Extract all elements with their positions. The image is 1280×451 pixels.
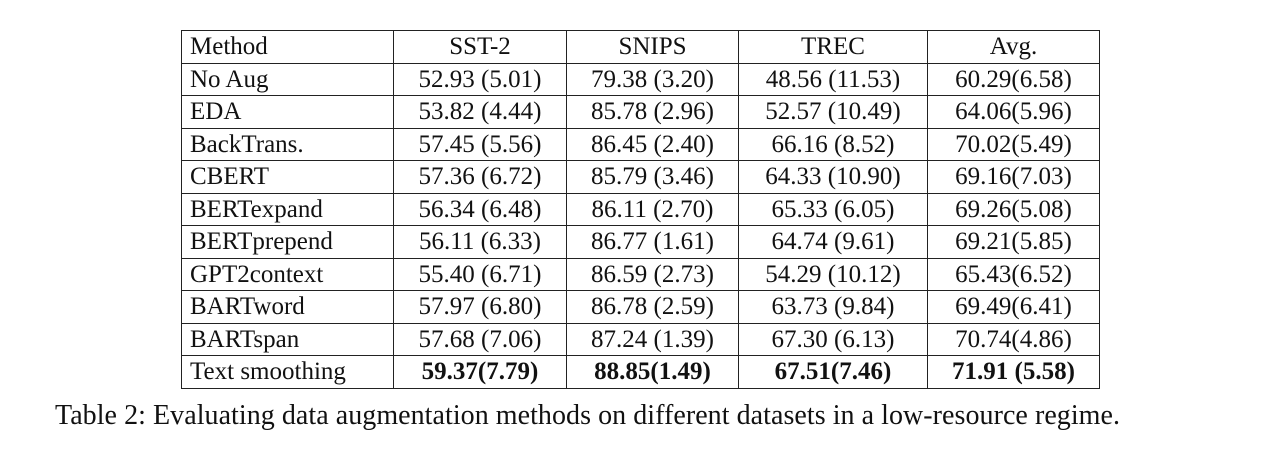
cell-trec: 64.33 (10.90): [738, 160, 928, 194]
table-row: BARTspan 57.68 (7.06) 87.24 (1.39) 67.30 (6…: [181, 323, 1100, 356]
cell-sst2: 53.82 (4.44): [393, 95, 567, 129]
cell-sst2: 57.97 (6.80): [393, 290, 567, 324]
header-snips: SNIPS: [566, 30, 739, 64]
table-row: BARTword 57.97 (6.80) 86.78 (2.59) 63.73 (9…: [181, 290, 1100, 324]
cell-method: Text smoothing: [181, 355, 394, 389]
cell-method: BARTword: [181, 290, 394, 324]
table-row: EDA 53.82 (4.44) 85.78 (2.96) 52.57 (10.49)…: [181, 95, 1100, 129]
cell-sst2: 56.34 (6.48): [393, 193, 567, 226]
cell-snips: 79.38 (3.20): [566, 63, 739, 96]
cell-method: BERTexpand: [181, 193, 394, 226]
table-row: BERTexpand 56.34 (6.48) 86.11 (2.70) 65.33 …: [181, 193, 1100, 226]
table-body: No Aug 52.93 (5.01) 79.38 (3.20) 48.56 (11.…: [181, 63, 1100, 389]
cell-trec: 52.57 (10.49): [738, 95, 928, 129]
cell-avg: 64.06(5.96): [927, 95, 1100, 129]
cell-trec: 63.73 (9.84): [738, 290, 928, 324]
cell-sst2: 56.11 (6.33): [393, 225, 567, 259]
cell-trec: 67.51(7.46): [738, 355, 928, 389]
cell-snips: 87.24 (1.39): [566, 323, 739, 356]
cell-avg: 70.02(5.49): [927, 128, 1100, 161]
cell-snips: 86.77 (1.61): [566, 225, 739, 259]
cell-avg: 69.21(5.85): [927, 225, 1100, 259]
results-table-container: Method SST-2 SNIPS TREC Avg. No Aug 52.93…: [181, 30, 1100, 389]
cell-avg: 69.16(7.03): [927, 160, 1100, 194]
cell-sst2: 57.68 (7.06): [393, 323, 567, 356]
table-row: No Aug 52.93 (5.01) 79.38 (3.20) 48.56 (11.…: [181, 63, 1100, 96]
table-caption: Table 2: Evaluating data augmentation me…: [55, 400, 1121, 431]
cell-snips: 86.78 (2.59): [566, 290, 739, 324]
cell-avg: 69.26(5.08): [927, 193, 1100, 226]
cell-sst2: 55.40 (6.71): [393, 258, 567, 291]
table-row: GPT2context 55.40 (6.71) 86.59 (2.73) 54.29…: [181, 258, 1100, 291]
cell-avg: 60.29(6.58): [927, 63, 1100, 96]
cell-method: BackTrans.: [181, 128, 394, 161]
cell-trec: 54.29 (10.12): [738, 258, 928, 291]
table-row: BackTrans. 57.45 (5.56) 86.45 (2.40) 66.16 …: [181, 128, 1100, 161]
cell-snips: 85.78 (2.96): [566, 95, 739, 129]
table-row: CBERT 57.36 (6.72) 85.79 (3.46) 64.33 (10.9…: [181, 160, 1100, 194]
cell-method: BARTspan: [181, 323, 394, 356]
cell-avg: 71.91 (5.58): [927, 355, 1100, 389]
header-trec: TREC: [738, 30, 928, 64]
cell-trec: 66.16 (8.52): [738, 128, 928, 161]
cell-trec: 67.30 (6.13): [738, 323, 928, 356]
cell-snips: 88.85(1.49): [566, 355, 739, 389]
header-method: Method: [181, 30, 394, 64]
cell-method: CBERT: [181, 160, 394, 194]
cell-snips: 86.45 (2.40): [566, 128, 739, 161]
cell-method: EDA: [181, 95, 394, 129]
cell-method: BERTprepend: [181, 225, 394, 259]
cell-method: GPT2context: [181, 258, 394, 291]
cell-sst2: 57.36 (6.72): [393, 160, 567, 194]
header-sst2: SST-2: [393, 30, 567, 64]
cell-trec: 48.56 (11.53): [738, 63, 928, 96]
results-table: Method SST-2 SNIPS TREC Avg. No Aug 52.93…: [181, 30, 1100, 389]
table-row: BERTprepend 56.11 (6.33) 86.77 (1.61) 64.74…: [181, 225, 1100, 259]
cell-trec: 64.74 (9.61): [738, 225, 928, 259]
cell-snips: 86.59 (2.73): [566, 258, 739, 291]
cell-avg: 65.43(6.52): [927, 258, 1100, 291]
cell-sst2: 52.93 (5.01): [393, 63, 567, 96]
cell-method: No Aug: [181, 63, 394, 96]
cell-trec: 65.33 (6.05): [738, 193, 928, 226]
table-row: Text smoothing 59.37(7.79) 88.85(1.49) 67.5…: [181, 355, 1100, 389]
header-avg: Avg.: [927, 30, 1100, 64]
cell-avg: 69.49(6.41): [927, 290, 1100, 324]
cell-snips: 85.79 (3.46): [566, 160, 739, 194]
cell-avg: 70.74(4.86): [927, 323, 1100, 356]
cell-snips: 86.11 (2.70): [566, 193, 739, 226]
table-header-row: Method SST-2 SNIPS TREC Avg.: [181, 30, 1100, 64]
cell-sst2: 59.37(7.79): [393, 355, 567, 389]
cell-sst2: 57.45 (5.56): [393, 128, 567, 161]
